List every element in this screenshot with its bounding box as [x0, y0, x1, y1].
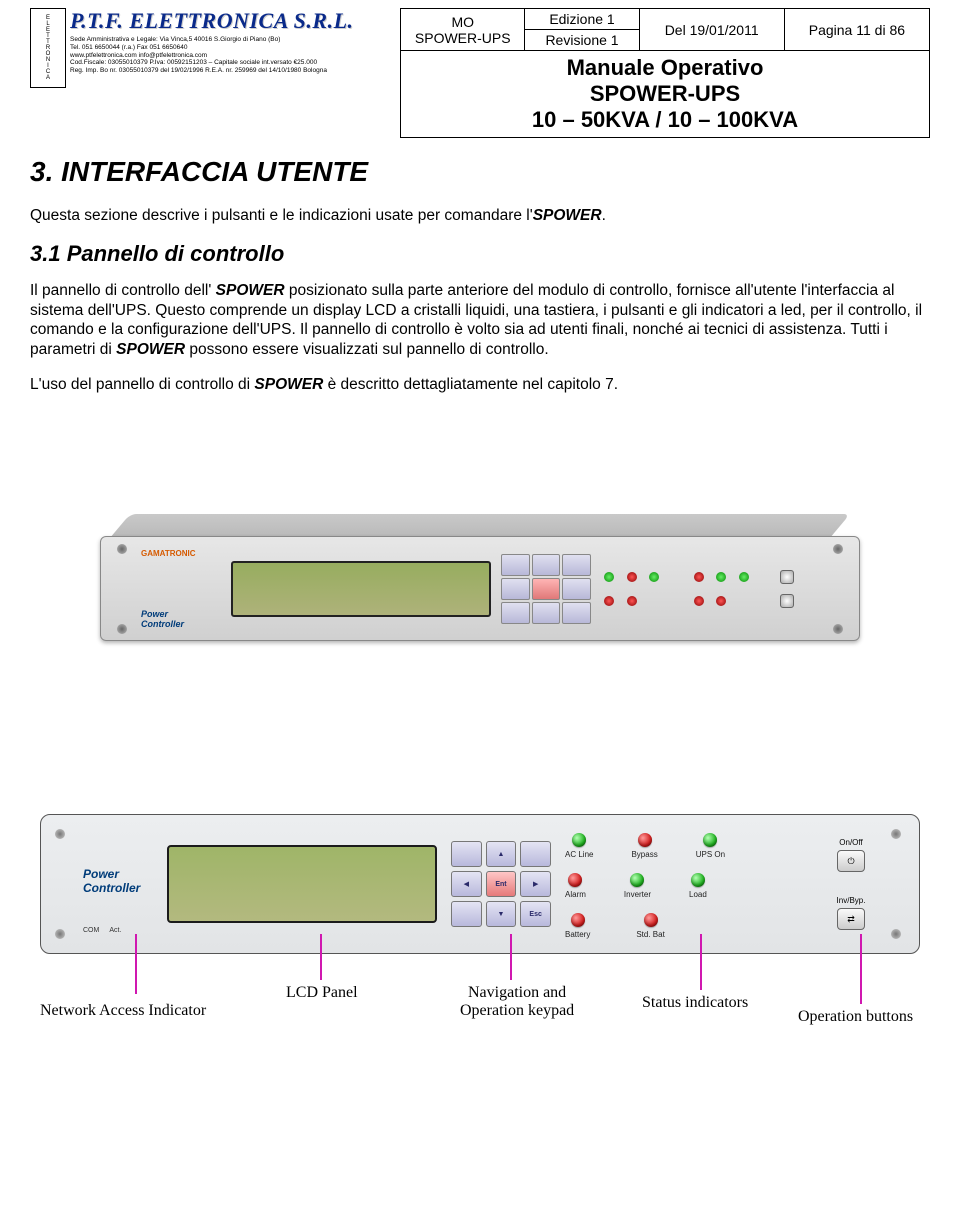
control-panel-flat-figure: Power Controller COM Act. ▲ ◀ Ent ▶ ▼ Es…	[30, 814, 930, 1044]
status-leds: AC Line Bypass UPS On Alarm Inverter Load Ba…	[565, 829, 811, 939]
callout-network: Network Access Indicator	[40, 1002, 206, 1020]
key-ent[interactable]: Ent	[486, 871, 517, 897]
callout-op: Operation buttons	[798, 1008, 913, 1026]
op-button-label: On/Off	[839, 838, 862, 847]
callouts: Network Access Indicator LCD Panel Navig…	[40, 954, 920, 1044]
main-paragraph: Il pannello di controllo dell' SPOWER po…	[30, 281, 930, 359]
intro-paragraph: Questa sezione descrive i pulsanti e le …	[30, 206, 930, 225]
screw-right	[829, 544, 847, 634]
status-led: AC Line	[565, 833, 593, 859]
status-led: Battery	[565, 913, 590, 939]
doc-model: SPOWER-UPS	[409, 30, 516, 46]
callout-lcd: LCD Panel	[286, 984, 358, 1002]
status-led: Alarm	[565, 873, 586, 899]
port-com: COM	[83, 927, 99, 934]
title-line3: 10 – 50KVA / 10 – 100KVA	[409, 107, 921, 133]
key-esc[interactable]: Esc	[520, 901, 551, 927]
company-address: Sede Amministrativa e Legale: Via Vinca,…	[70, 36, 400, 75]
section-heading: 3. INTERFACCIA UTENTE	[30, 156, 930, 188]
intro-bold: SPOWER	[533, 207, 602, 224]
title-line1: Manuale Operativo	[409, 55, 921, 81]
status-led: Std. Bat	[636, 913, 664, 939]
intro-pre: Questa sezione descrive i pulsanti e le …	[30, 207, 533, 224]
key-down[interactable]: ▼	[486, 901, 517, 927]
page-number: Pagina 11 di 86	[784, 9, 929, 51]
company-name: P.T.F. ELETTRONICA S.R.L.	[70, 8, 400, 34]
document-header: ELETTRONICA P.T.F. ELETTRONICA S.R.L. Se…	[30, 8, 930, 138]
screw-left	[113, 544, 131, 634]
lcd-panel	[167, 845, 437, 923]
led-block-3d	[601, 570, 819, 608]
sub-heading: 3.1 Pannello di controllo	[30, 241, 930, 267]
date: Del 19/01/2011	[639, 9, 784, 51]
op-button[interactable]: ⏻	[837, 850, 865, 872]
revision: Revisione 1	[525, 30, 639, 51]
op-button[interactable]: ⇄	[837, 908, 865, 930]
status-led: Bypass	[631, 833, 657, 859]
screw-col-left	[55, 829, 69, 939]
status-led: UPS On	[696, 833, 725, 859]
doc-title: Manuale Operativo SPOWER-UPS 10 – 50KVA …	[401, 51, 930, 138]
lcd-3d	[231, 561, 491, 617]
nav-keypad: ▲ ◀ Ent ▶ ▼ Esc	[451, 841, 551, 927]
pf-brand: Power Controller COM Act.	[83, 834, 153, 934]
callout-nav: Navigation and Operation keypad	[460, 984, 574, 1020]
key-left[interactable]: ◀	[451, 871, 482, 897]
pc-label: Power Controller	[83, 867, 153, 895]
power-controller-label: Power Controller	[141, 609, 221, 629]
screw-col-right	[891, 829, 905, 939]
para2-bold: SPOWER	[254, 376, 323, 393]
para2-post: è descritto dettagliatamente nel capitol…	[323, 376, 618, 393]
title-line2: SPOWER-UPS	[409, 81, 921, 107]
logo-block: ELETTRONICA P.T.F. ELETTRONICA S.R.L. Se…	[30, 8, 400, 88]
edition: Edizione 1	[525, 9, 639, 30]
key-up[interactable]: ▲	[486, 841, 517, 867]
key-right[interactable]: ▶	[520, 871, 551, 897]
header-table: MO SPOWER-UPS Edizione 1 Del 19/01/2011 …	[400, 8, 930, 138]
intro-post: .	[602, 207, 606, 224]
operation-buttons: On/Off ⏻ Inv/Byp. ⇄	[825, 838, 877, 930]
op-button-label: Inv/Byp.	[837, 896, 866, 905]
status-led: Inverter	[624, 873, 651, 899]
brand-strip: GAMATRONIC Power Controller	[141, 549, 221, 629]
brand-text: GAMATRONIC	[141, 549, 221, 558]
para2-pre: L'uso del pannello di controllo di	[30, 376, 254, 393]
callout-status: Status indicators	[642, 994, 748, 1012]
para2: L'uso del pannello di controllo di SPOWE…	[30, 375, 930, 394]
doc-code: MO	[409, 14, 516, 30]
status-led: Load	[689, 873, 707, 899]
logo-badge: ELETTRONICA	[30, 8, 66, 88]
control-panel-3d-figure: GAMATRONIC Power Controller	[100, 514, 860, 654]
keypad-3d	[501, 554, 591, 624]
port-act: Act.	[109, 927, 121, 934]
